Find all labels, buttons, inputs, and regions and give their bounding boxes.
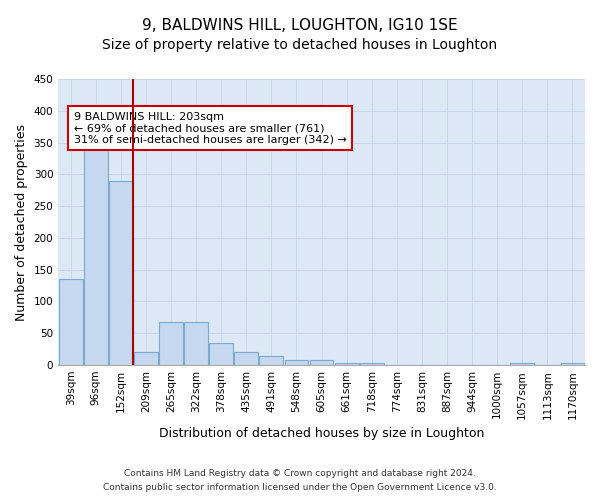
Y-axis label: Number of detached properties: Number of detached properties [15, 124, 28, 320]
Bar [360, 363, 383, 365]
Bar [134, 352, 158, 365]
Bar [84, 130, 108, 365]
Bar [335, 363, 359, 365]
Text: Contains HM Land Registry data © Crown copyright and database right 2024.: Contains HM Land Registry data © Crown c… [124, 468, 476, 477]
Bar [511, 363, 534, 365]
Bar [284, 360, 308, 365]
Bar [310, 360, 334, 365]
Text: Contains public sector information licensed under the Open Government Licence v3: Contains public sector information licen… [103, 484, 497, 492]
Bar [184, 322, 208, 365]
Bar [59, 279, 83, 365]
Text: Size of property relative to detached houses in Loughton: Size of property relative to detached ho… [103, 38, 497, 52]
Bar [109, 180, 133, 365]
X-axis label: Distribution of detached houses by size in Loughton: Distribution of detached houses by size … [159, 427, 484, 440]
Bar [259, 356, 283, 365]
Text: 9 BALDWINS HILL: 203sqm
← 69% of detached houses are smaller (761)
31% of semi-d: 9 BALDWINS HILL: 203sqm ← 69% of detache… [74, 112, 347, 145]
Bar [209, 343, 233, 365]
Bar [159, 322, 183, 365]
Bar [235, 352, 258, 365]
Text: 9, BALDWINS HILL, LOUGHTON, IG10 1SE: 9, BALDWINS HILL, LOUGHTON, IG10 1SE [142, 18, 458, 32]
Bar [560, 363, 584, 365]
